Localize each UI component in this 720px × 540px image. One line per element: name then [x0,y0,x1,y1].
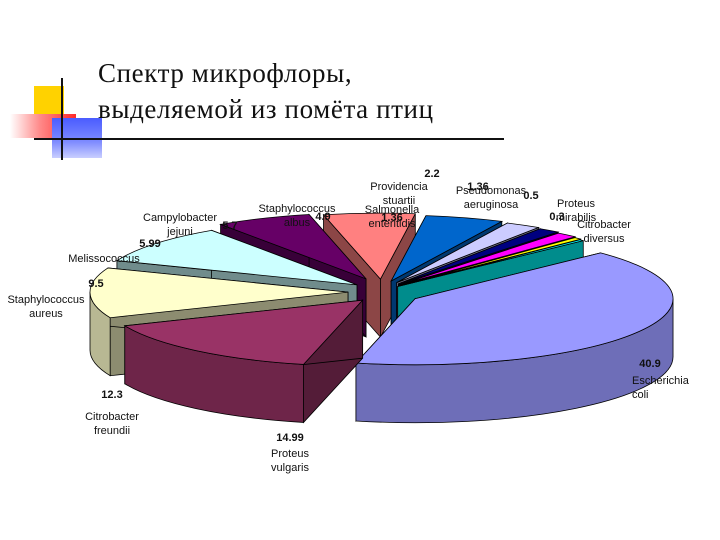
pie-slice-8 [398,228,560,285]
pie-slice-6 [390,215,504,282]
decor-yellow-square [34,86,64,116]
slice-name-label: coli [632,389,649,401]
slice-name-label: stuartii [383,195,415,207]
slice-name-label: Citrobacter [577,219,631,231]
slice-name-label: aureus [29,308,63,320]
slice-value-label: 5.7 [222,220,237,232]
slice-name-label: aeruginosa [464,199,519,211]
slice-name-label: diversus [584,233,625,245]
slice-name-label: Proteus [557,198,595,210]
slice-value-label: 1.36 [381,212,402,224]
slice-value-label: 14.99 [276,432,304,444]
pie-slice-2 [89,267,349,319]
pie-slice-0 [355,252,674,366]
pie-slice-11 [397,239,584,287]
pie-slice-9 [398,232,576,286]
slice-name-label: Campylobacter [143,212,217,224]
slice-name-label: Staphylococcus [258,203,336,215]
pie-slice-group [123,299,364,424]
pie-slice-4 [219,214,367,280]
slice-name-label: Salmonella [365,204,420,216]
slice-name-label: freundii [94,425,130,437]
page-title: Спектр микрофлоры, выделяемой из помёта … [98,55,618,127]
decor-vertical-line [61,78,63,160]
slice-value-label: 2.2 [424,168,439,180]
pie-slice-3 [115,229,358,286]
slice-name-label: enteritidis [368,218,416,230]
pie-slice-7 [396,222,540,284]
slice-value-label: 5.99 [139,238,160,250]
title-line-2: выделяемой из помёта птиц [98,94,434,124]
pie-slice-1 [123,299,364,365]
pie-slice-group [355,252,674,424]
pie-slice-10 [398,237,581,287]
slice-name-label: Melissococcus [68,253,140,265]
slice-name-label: Proteus [271,448,309,460]
slice-value-label: 4.9 [315,211,330,223]
slice-value-label: 9.5 [88,278,103,290]
slice-name-label: Citrobacter [85,411,139,423]
slice-name-label: Providencia [370,181,428,193]
slice-name-label: albus [284,217,311,229]
slice-value-label: 0.5 [523,190,538,202]
slice-value-label: 1.36 [467,181,488,193]
slice-value-label: 12.3 [101,389,122,401]
slice-name-label: jejuni [166,226,193,238]
decor-horizontal-line [34,138,504,140]
slice-name-label: Staphylococcus [7,294,85,306]
slice-name-label: Pseudomonas [456,185,527,197]
slice-value-label: 0.3 [549,211,564,223]
pie-slice-5 [322,212,416,280]
slice-name-label: Escherichia [632,375,690,387]
slice-name-label: vulgaris [271,462,309,474]
title-line-1: Спектр микрофлоры, [98,58,353,88]
slice-value-label: 40.9 [639,358,660,370]
slice-name-label: mirabilis [556,212,597,224]
